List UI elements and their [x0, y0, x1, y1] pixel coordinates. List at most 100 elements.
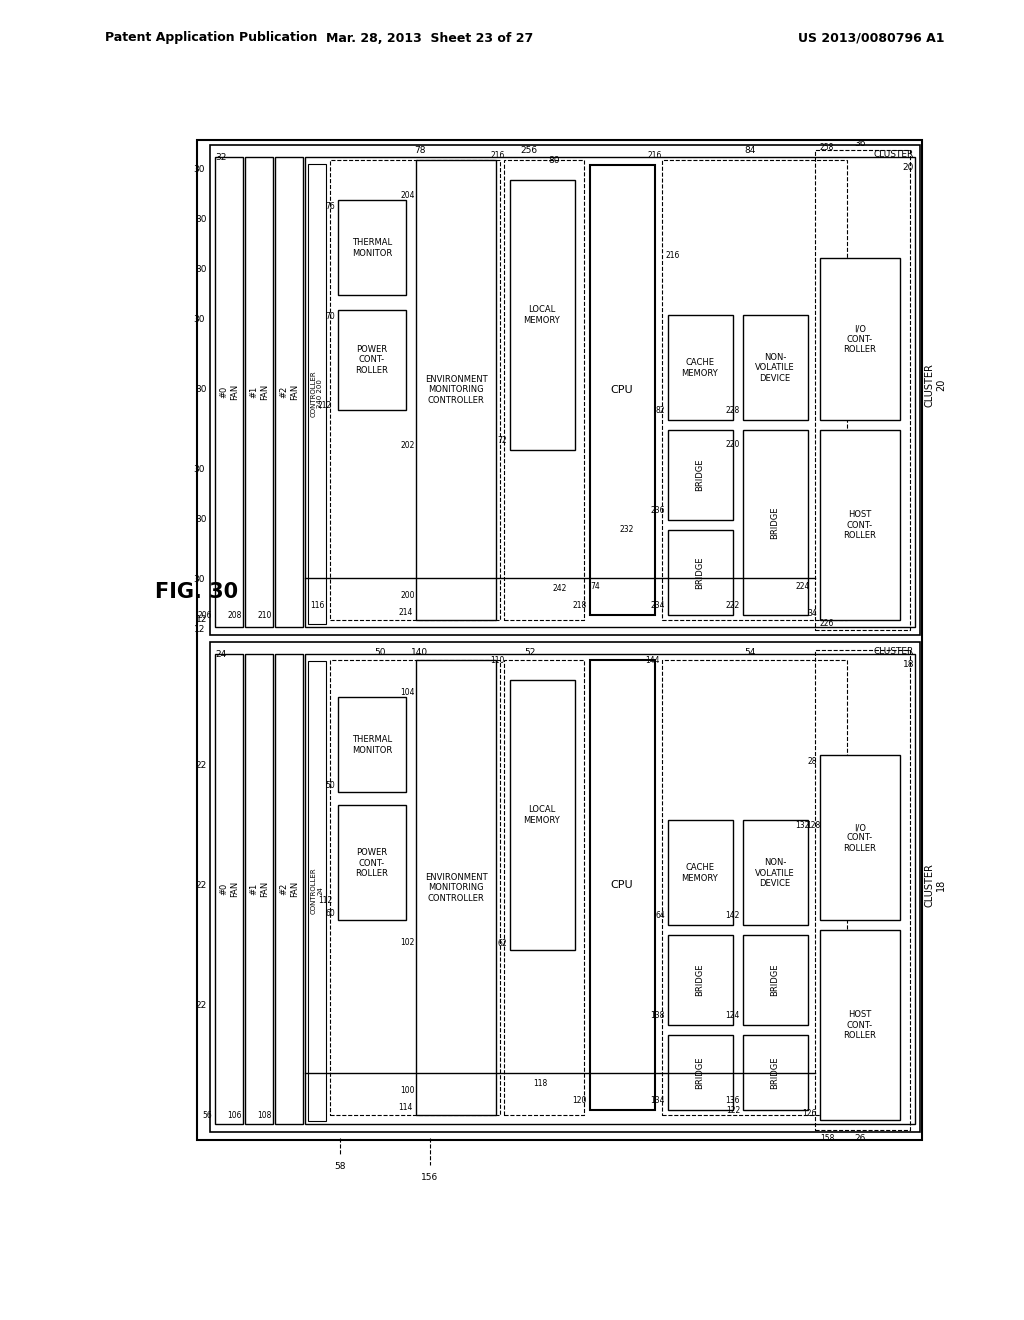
Text: 140: 140 — [412, 648, 429, 657]
Text: CLUSTER: CLUSTER — [873, 150, 914, 158]
Text: 76: 76 — [326, 202, 335, 211]
Text: 28: 28 — [808, 756, 817, 766]
Text: 202: 202 — [400, 441, 415, 450]
Text: CPU: CPU — [610, 880, 633, 890]
Bar — [416, 660, 496, 1115]
Text: 216: 216 — [647, 150, 662, 160]
Text: Patent Application Publication: Patent Application Publication — [105, 32, 317, 45]
Text: 218: 218 — [572, 601, 587, 610]
Bar — [743, 935, 808, 1026]
Bar — [820, 755, 900, 920]
Text: 200: 200 — [400, 591, 415, 601]
Bar — [743, 820, 808, 925]
Text: CACHE
MEMORY: CACHE MEMORY — [682, 358, 719, 378]
Text: 22: 22 — [196, 760, 207, 770]
Bar — [668, 315, 733, 420]
Text: THERMAL
MONITOR: THERMAL MONITOR — [352, 239, 392, 257]
Text: 58: 58 — [334, 1162, 346, 1171]
Text: 236: 236 — [650, 506, 665, 515]
Text: 84: 84 — [744, 147, 756, 154]
Text: 210: 210 — [258, 611, 272, 620]
Text: 80: 80 — [548, 156, 559, 165]
Bar — [815, 649, 910, 1130]
Text: 30: 30 — [196, 215, 207, 224]
Text: 30: 30 — [194, 315, 205, 325]
Bar — [338, 310, 406, 411]
Text: 26: 26 — [854, 1134, 865, 1143]
Text: 116: 116 — [310, 601, 325, 610]
Bar — [743, 315, 808, 420]
Text: 220: 220 — [726, 440, 740, 449]
Text: CLUSTER
20: CLUSTER 20 — [925, 363, 946, 407]
Text: 12: 12 — [194, 626, 205, 635]
Text: LOCAL
MEMORY: LOCAL MEMORY — [523, 805, 560, 825]
Text: 30: 30 — [196, 385, 207, 395]
Text: 144: 144 — [645, 656, 660, 665]
Text: POWER
CONT-
ROLLER: POWER CONT- ROLLER — [355, 849, 388, 878]
Text: 132: 132 — [796, 821, 810, 830]
Text: HOST
CONT-
ROLLER: HOST CONT- ROLLER — [844, 1010, 877, 1040]
Bar — [330, 160, 500, 620]
Bar — [245, 157, 273, 627]
Text: 124: 124 — [726, 1011, 740, 1020]
Text: 206: 206 — [198, 611, 212, 620]
Text: #0
FAN: #0 FAN — [219, 384, 239, 400]
Text: I/O
CONT-
ROLLER: I/O CONT- ROLLER — [844, 824, 877, 853]
Text: 104: 104 — [400, 688, 415, 697]
Text: #1
FAN: #1 FAN — [249, 384, 268, 400]
Text: 108: 108 — [258, 1111, 272, 1119]
Text: 18: 18 — [902, 660, 914, 669]
Text: 214: 214 — [398, 609, 413, 616]
Text: 232: 232 — [620, 525, 635, 535]
Text: CPU: CPU — [610, 385, 633, 395]
Bar — [662, 660, 847, 1115]
Text: 72: 72 — [498, 436, 507, 445]
Bar — [504, 160, 584, 620]
Bar — [416, 160, 496, 620]
Text: 112: 112 — [317, 896, 332, 906]
Bar — [338, 805, 406, 920]
Text: THERMAL
MONITOR: THERMAL MONITOR — [352, 735, 392, 755]
Text: 36: 36 — [854, 139, 865, 148]
Text: 122: 122 — [726, 1106, 740, 1115]
Text: CLUSTER
18: CLUSTER 18 — [925, 863, 946, 907]
Text: 114: 114 — [398, 1104, 413, 1111]
Text: 126: 126 — [803, 1109, 817, 1118]
Bar — [662, 160, 847, 620]
Text: 216: 216 — [665, 251, 679, 260]
Text: 12: 12 — [196, 615, 207, 624]
Text: CLUSTER: CLUSTER — [873, 647, 914, 656]
Text: 50: 50 — [374, 648, 386, 657]
Bar — [743, 430, 808, 615]
Text: 20: 20 — [902, 162, 914, 172]
Text: 52: 52 — [524, 648, 536, 657]
Text: 120: 120 — [572, 1096, 587, 1105]
Bar — [210, 642, 920, 1133]
Text: #2
FAN: #2 FAN — [280, 384, 299, 400]
Text: #0
FAN: #0 FAN — [219, 880, 239, 898]
Bar — [668, 531, 733, 615]
Text: 22: 22 — [196, 1001, 207, 1010]
Bar — [590, 660, 655, 1110]
Bar — [215, 157, 243, 627]
Bar — [215, 653, 243, 1125]
Bar — [275, 157, 303, 627]
Bar — [308, 661, 326, 1121]
Text: 228: 228 — [726, 407, 740, 414]
Bar — [504, 660, 584, 1115]
Text: BRIDGE: BRIDGE — [695, 964, 705, 997]
Bar — [815, 150, 910, 630]
Text: POWER
CONT-
ROLLER: POWER CONT- ROLLER — [355, 345, 388, 375]
Text: Mar. 28, 2013  Sheet 23 of 27: Mar. 28, 2013 Sheet 23 of 27 — [327, 32, 534, 45]
Text: 30: 30 — [194, 466, 205, 474]
Bar — [668, 1035, 733, 1110]
Text: 30: 30 — [194, 576, 205, 585]
Text: 60: 60 — [326, 909, 335, 917]
Text: 30: 30 — [194, 165, 205, 174]
Text: 212: 212 — [317, 401, 332, 411]
Bar — [820, 257, 900, 420]
Text: BRIDGE: BRIDGE — [770, 507, 779, 540]
Bar — [590, 165, 655, 615]
Text: ENVIRONMENT
MONITORING
CONTROLLER: ENVIRONMENT MONITORING CONTROLLER — [425, 375, 487, 405]
Text: 56: 56 — [203, 1111, 212, 1119]
